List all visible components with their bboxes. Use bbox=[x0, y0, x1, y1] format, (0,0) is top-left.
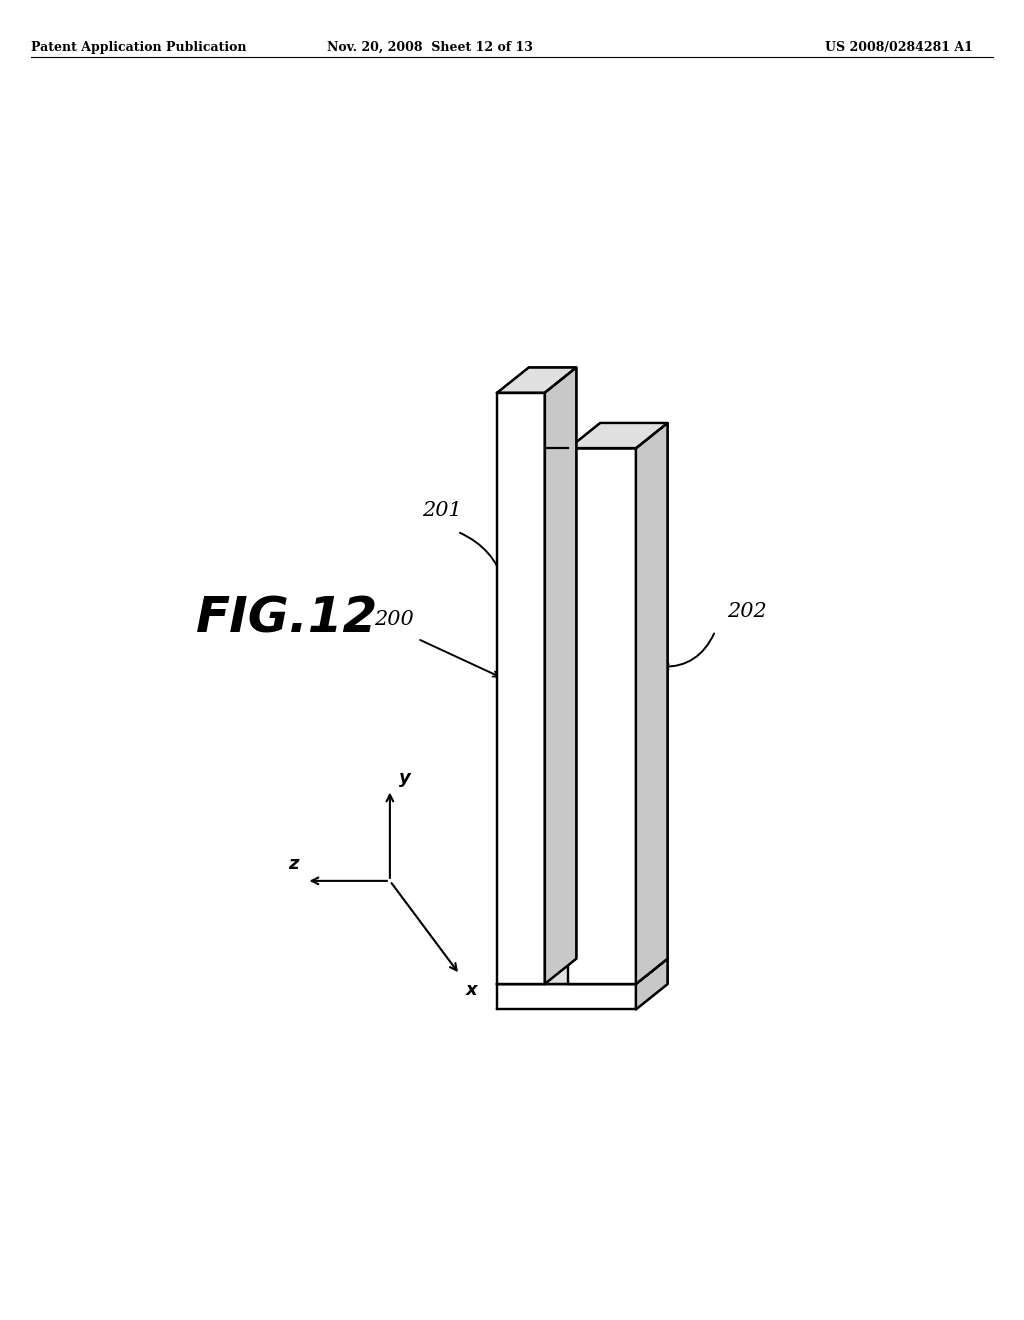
Text: 230: 230 bbox=[585, 911, 624, 931]
Text: y: y bbox=[399, 770, 412, 787]
Text: 201: 201 bbox=[422, 500, 462, 520]
Text: z: z bbox=[288, 855, 299, 873]
Text: 202: 202 bbox=[727, 602, 767, 620]
Text: FIG.12: FIG.12 bbox=[196, 595, 378, 643]
Text: x: x bbox=[466, 981, 478, 999]
Text: US 2008/0284281 A1: US 2008/0284281 A1 bbox=[825, 41, 973, 54]
Polygon shape bbox=[568, 449, 636, 983]
Text: 200: 200 bbox=[374, 610, 414, 628]
Polygon shape bbox=[545, 367, 577, 983]
Polygon shape bbox=[497, 393, 545, 983]
Polygon shape bbox=[497, 983, 636, 1010]
Text: Nov. 20, 2008  Sheet 12 of 13: Nov. 20, 2008 Sheet 12 of 13 bbox=[327, 41, 534, 54]
Polygon shape bbox=[497, 958, 668, 983]
Polygon shape bbox=[568, 422, 668, 449]
Polygon shape bbox=[636, 422, 668, 983]
Text: Patent Application Publication: Patent Application Publication bbox=[31, 41, 246, 54]
Polygon shape bbox=[636, 958, 668, 1010]
Polygon shape bbox=[497, 367, 577, 393]
